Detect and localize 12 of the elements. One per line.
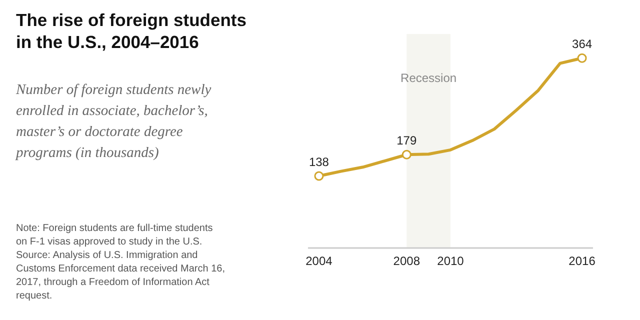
band-label: Recession — [400, 71, 457, 85]
x-tick-label: 2016 — [568, 254, 596, 268]
data-label: 138 — [308, 155, 330, 170]
data-label: 364 — [572, 37, 592, 52]
text: The rise of foreign students in the U.S., 2004–2016 — [16, 10, 247, 52]
data-label: 179 — [396, 134, 417, 148]
x-tick-label: 2008 — [393, 254, 420, 268]
source-note: Source: Analysis of U.S. Immigration and Customs Enforcement data received March 16, 2017, through a Freedom of Information Act request. — [16, 250, 225, 302]
text: Note: Foreign students are full-time students on F-1 visas approved to study in the U.S. — [16, 223, 213, 248]
text: Number of foreign students newly enrolled in associate, bachelor’s, master’s or doctorate degree programs (in thousands) — [15, 82, 212, 161]
x-tick-label: 2004 — [306, 254, 333, 268]
x-tick-label: 2010 — [437, 254, 464, 268]
